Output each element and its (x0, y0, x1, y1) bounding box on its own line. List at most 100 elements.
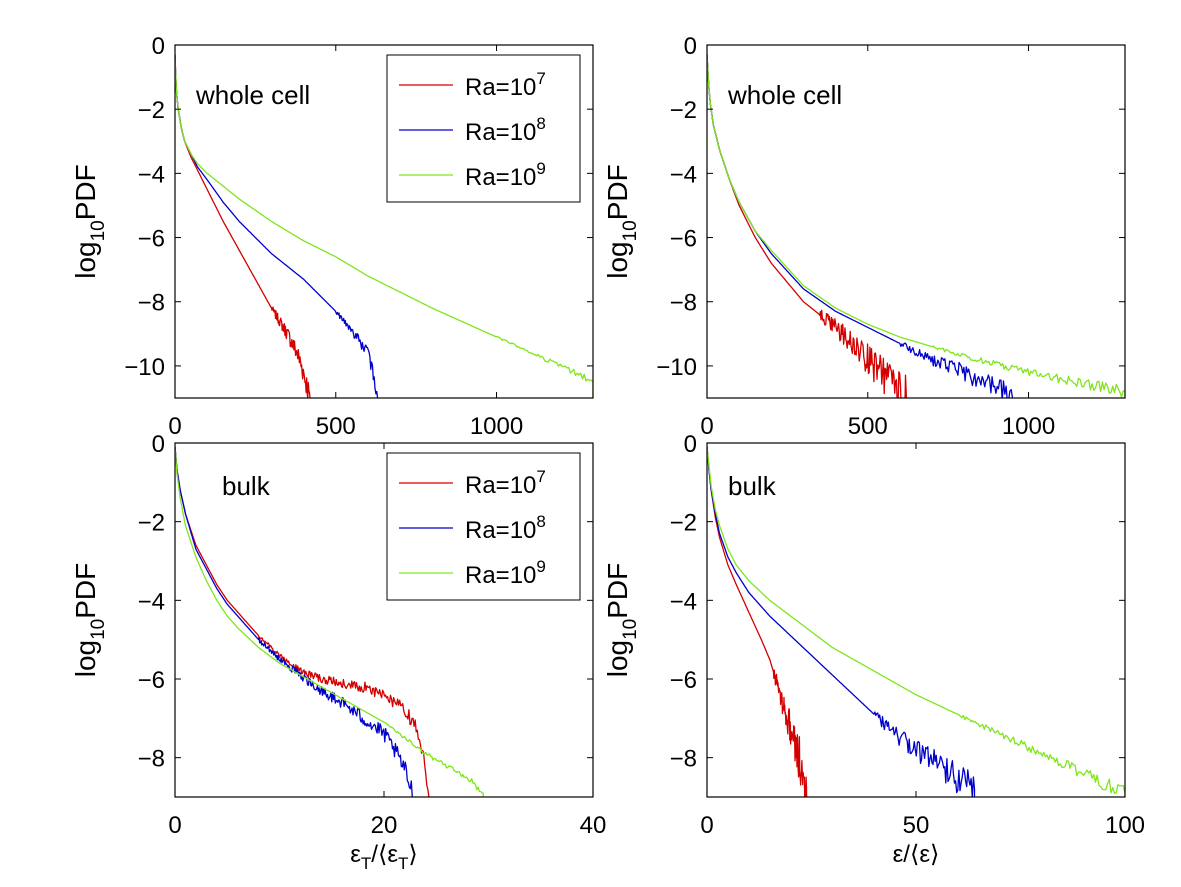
y-label-main: log (602, 241, 633, 278)
y-tick-label: −10 (656, 354, 697, 381)
y-label-main: log (602, 640, 633, 677)
y-tick-label: 0 (152, 33, 165, 60)
legend-label-base: Ra=10 (465, 119, 536, 146)
y-tick-label: 0 (684, 33, 697, 60)
series-line-2 (175, 446, 417, 797)
legend-label-base: Ra=10 (465, 472, 536, 499)
y-tick-label: 0 (152, 431, 165, 458)
legend-label-1: Ra=107 (465, 467, 546, 499)
y-label-sub: 10 (88, 619, 109, 640)
y-tick-label: −6 (670, 226, 697, 253)
series-line-3 (175, 446, 484, 797)
panel-bottom-right: 0 −2 −4 −6 −8 0 50 100 log10PDF ε/⟨ε⟩ bulk (602, 431, 1145, 868)
y-tick-label: −6 (670, 667, 697, 694)
x-tick-label: 500 (316, 413, 356, 440)
y-tick-label: −10 (124, 354, 165, 381)
y-tick-label: −2 (138, 510, 165, 537)
legend-label-2: Ra=108 (465, 114, 546, 146)
y-tick-label: −4 (138, 588, 165, 615)
x-tick-label: 1000 (1002, 413, 1055, 440)
legend-label-base: Ra=10 (465, 517, 536, 544)
x-tick-label: 1000 (470, 413, 523, 440)
y-tick-label: −2 (670, 510, 697, 537)
y-axis-label: log10PDF (602, 164, 641, 279)
legend-label-base: Ra=10 (465, 562, 536, 589)
y-tick-label: −2 (138, 97, 165, 124)
panel-top-right: 0 −2 −4 −6 −8 −10 0 500 1000 log10PDF whole cell (602, 33, 1126, 440)
y-label-tail: PDF (602, 164, 633, 220)
legend-box (386, 54, 581, 203)
legend-label-3: Ra=109 (465, 159, 546, 191)
series-group (175, 446, 484, 797)
y-tick-label: −8 (670, 290, 697, 317)
x-axis-label: εT/⟨εT⟩ (350, 841, 418, 873)
y-label-tail: PDF (70, 164, 101, 220)
y-tick-label: −8 (138, 290, 165, 317)
panel-annotation: whole cell (727, 80, 842, 110)
y-label-sub: 10 (88, 220, 109, 241)
y-tick-label: 0 (684, 431, 697, 458)
panel-annotation: bulk (222, 471, 271, 501)
x-tick-label: 500 (848, 413, 888, 440)
x-tick-label: 20 (371, 812, 398, 839)
legend-label-exponent: 8 (536, 114, 545, 133)
x-label-sub-2: T (398, 854, 408, 873)
legend-label-3: Ra=109 (465, 557, 546, 589)
y-tick-label: −8 (138, 746, 165, 773)
axes-frame (706, 44, 1126, 399)
y-tick-label: −8 (670, 746, 697, 773)
legend-label-exponent: 8 (536, 512, 545, 531)
axes-frame (174, 44, 594, 399)
y-axis-label: log10PDF (602, 563, 641, 678)
legend-label-base: Ra=10 (465, 74, 536, 101)
series-line-3 (707, 54, 1125, 398)
series-group (707, 54, 1125, 398)
panel-annotation: bulk (728, 471, 777, 501)
x-label-tail: ⟩ (408, 841, 417, 868)
legend-label-base: Ra=10 (465, 164, 536, 191)
series-group (175, 54, 593, 398)
x-axis-label: ε/⟨ε⟩ (893, 841, 940, 868)
series-group (707, 446, 1125, 797)
x-tick-label: 0 (700, 413, 713, 440)
series-line-2 (707, 446, 976, 797)
x-label-sub: T (361, 854, 371, 873)
y-axis-label: log10PDF (70, 563, 109, 678)
x-tick-label: 100 (1105, 812, 1145, 839)
y-tick-label: −4 (670, 588, 697, 615)
legend-label-1: Ra=107 (465, 69, 546, 101)
y-tick-label: −6 (138, 226, 165, 253)
x-label-text: ε/⟨ε⟩ (893, 841, 940, 868)
y-tick-label: −4 (138, 161, 165, 188)
y-tick-label: −2 (670, 97, 697, 124)
y-label-tail: PDF (70, 563, 101, 619)
legend-box (386, 452, 581, 601)
legend-label-exponent: 7 (536, 69, 545, 88)
panel-top-left: 0 −2 −4 −6 −8 −10 0 500 1000 log10PDF whole cell Ra… (70, 33, 594, 440)
series-line-3 (175, 54, 593, 398)
y-label-main: log (70, 640, 101, 677)
legend-label-exponent: 9 (536, 557, 545, 576)
legend-label-2: Ra=108 (465, 512, 546, 544)
y-tick-label: −4 (670, 161, 697, 188)
y-tick-label: −6 (138, 667, 165, 694)
y-label-tail: PDF (602, 563, 633, 619)
legend-label-exponent: 9 (536, 159, 545, 178)
x-label-mid: /⟨ε (371, 841, 398, 868)
x-tick-label: 0 (168, 812, 181, 839)
y-axis-label: log10PDF (70, 164, 109, 279)
panel-annotation: whole cell (195, 80, 310, 110)
series-line-1 (707, 446, 808, 797)
x-tick-label: 0 (168, 413, 181, 440)
y-label-main: log (70, 241, 101, 278)
series-line-3 (707, 446, 1125, 797)
y-label-sub: 10 (620, 220, 641, 241)
y-label-sub: 10 (620, 619, 641, 640)
x-tick-label: 50 (903, 812, 930, 839)
x-tick-label: 40 (580, 812, 607, 839)
x-tick-label: 0 (700, 812, 713, 839)
